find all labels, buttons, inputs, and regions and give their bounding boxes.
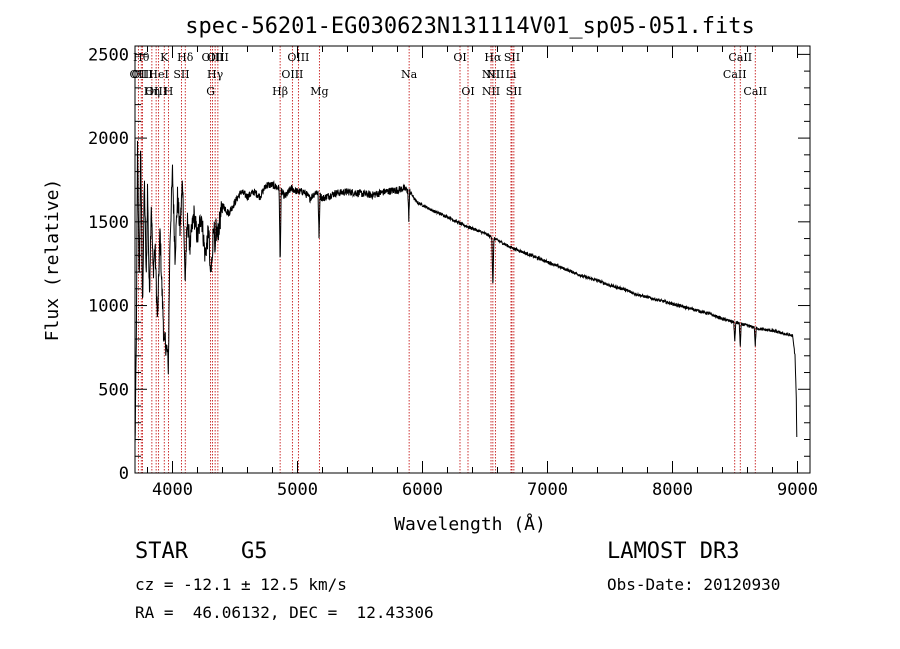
line-marker-label: Hα — [484, 51, 502, 64]
line-marker-label: H — [164, 85, 174, 98]
line-markers — [137, 46, 756, 473]
line-marker-label: Hγ — [207, 68, 224, 81]
line-marker-label: CaII — [743, 85, 767, 98]
line-marker-label: OII — [130, 68, 148, 81]
line-marker-label: Mg — [310, 85, 328, 98]
line-marker-label: NII — [486, 68, 504, 81]
x-axis-label: Wavelength (Å) — [394, 513, 546, 535]
y-tick-label: 1000 — [88, 297, 129, 317]
x-tick-label: 7000 — [527, 480, 568, 500]
y-tick-label: 0 — [119, 464, 129, 484]
x-axis-ticks: 4000 5000 6000 7000 8000 9000 — [147, 46, 818, 500]
survey-name: LAMOST DR3 — [607, 539, 740, 564]
line-marker-label: OIII — [281, 68, 303, 81]
line-marker-label: OIII — [207, 51, 229, 64]
line-marker-label: Na — [401, 68, 418, 81]
x-tick-label: 4000 — [152, 480, 193, 500]
object-subclass: G5 — [241, 539, 268, 564]
y-tick-label: 2500 — [88, 45, 129, 65]
line-marker-label: NII — [482, 85, 500, 98]
y-tick-label: 2000 — [88, 129, 129, 149]
line-marker-label: OI — [461, 85, 474, 98]
line-marker-label: G — [206, 85, 215, 98]
y-axis-ticks: 0 500 1000 1500 2000 2500 — [88, 45, 810, 484]
line-marker-labels: OIIHθOIIIHηOIIIHeIKHSIIHδGOIIIHγOIIIHβOI… — [130, 51, 768, 98]
line-marker-label: SII — [173, 68, 189, 81]
line-marker-label: Hδ — [177, 51, 194, 64]
line-marker-label: K — [160, 51, 169, 64]
line-marker-label: Hη — [144, 85, 160, 98]
y-tick-label: 1500 — [88, 213, 129, 233]
y-axis-label: Flux (relative) — [42, 179, 63, 342]
line-marker-label: CaII — [728, 51, 752, 64]
line-marker-label: Li — [506, 68, 517, 81]
line-marker-label: NII — [482, 68, 500, 81]
object-class: STAR — [135, 539, 188, 564]
line-marker-label: OIII — [201, 51, 223, 64]
chart-title: spec-56201-EG030623N131114V01_sp05-051.f… — [185, 14, 755, 39]
line-marker-label: OIII — [145, 85, 167, 98]
spectrum-line — [134, 140, 798, 445]
line-marker-label: SII — [504, 51, 520, 64]
line-marker-label: Hθ — [133, 51, 150, 64]
y-tick-label: 500 — [98, 380, 129, 400]
coordinates: RA = 46.06132, DEC = 12.43306 — [135, 603, 434, 622]
line-marker-label: SII — [506, 85, 522, 98]
x-tick-label: 9000 — [777, 480, 818, 500]
line-marker-label: HeI — [148, 68, 168, 81]
line-marker-label: OIII — [287, 51, 309, 64]
line-marker-label: CaII — [723, 68, 747, 81]
x-tick-label: 8000 — [652, 480, 693, 500]
line-marker-label: Hβ — [272, 85, 288, 98]
obs-date: Obs-Date: 20120930 — [607, 575, 781, 594]
plot-frame — [134, 45, 811, 474]
line-marker-label: OI — [453, 51, 466, 64]
x-tick-label: 5000 — [277, 480, 318, 500]
x-tick-label: 6000 — [402, 480, 443, 500]
redshift-info: cz = -12.1 ± 12.5 km/s — [135, 575, 347, 594]
